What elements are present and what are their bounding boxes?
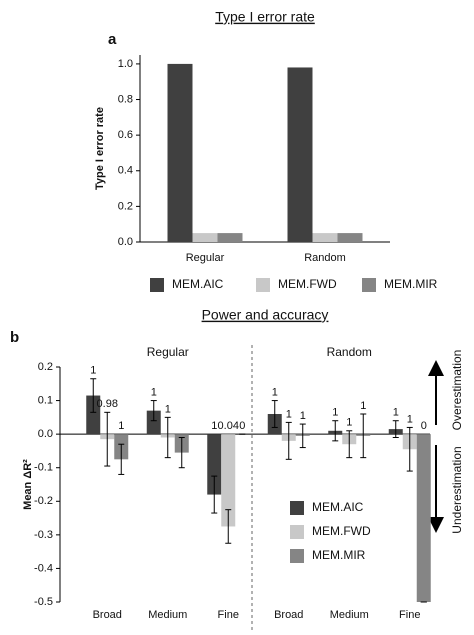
error-bar	[211, 475, 218, 514]
power-label: 1	[118, 420, 124, 432]
x-tick-label: Broad	[274, 609, 303, 621]
annotation: Overestimation	[450, 350, 464, 431]
power-label: 0	[421, 420, 427, 432]
x-tick-label: Medium	[148, 609, 187, 621]
bar	[416, 434, 431, 602]
x-tick-label: Fine	[218, 609, 239, 621]
legend-swatch	[256, 278, 270, 292]
chart-title: Power and accuracy	[202, 307, 329, 323]
y-axis-label: Type I error rate	[94, 107, 106, 190]
error-bar	[346, 430, 353, 459]
x-tick-label: Medium	[330, 609, 369, 621]
bar	[167, 63, 193, 243]
error-bar	[271, 400, 278, 428]
power-label: 1	[165, 403, 171, 415]
x-tick-label: Broad	[93, 609, 122, 621]
legend-swatch	[150, 278, 164, 292]
group-label: Regular	[147, 345, 189, 359]
power-label: 1	[332, 407, 338, 419]
bar	[192, 233, 218, 242]
power-label: 1	[211, 420, 217, 432]
error-bar	[392, 420, 399, 438]
y-axis-label: Mean ΔR²	[22, 459, 34, 510]
panel-label: a	[108, 31, 117, 48]
error-bar	[285, 421, 292, 460]
legend-swatch	[362, 278, 376, 292]
power-label: 1	[346, 417, 352, 429]
power-label: 1	[393, 407, 399, 419]
bar	[146, 410, 161, 435]
x-tick-label: Random	[304, 252, 346, 264]
x-tick-label: Regular	[186, 252, 225, 264]
error-bar	[178, 437, 185, 469]
annotation: Underestimation	[450, 446, 464, 533]
error-bar	[299, 423, 306, 449]
legend-label: MEM.FWD	[312, 524, 371, 538]
y-tick-label: 0.4	[118, 165, 133, 177]
bar	[217, 233, 243, 242]
power-label: 0.98	[97, 398, 118, 410]
y-tick-label: -0.4	[34, 562, 53, 574]
legend-label: MEM.MIR	[384, 277, 438, 291]
error-bar	[406, 426, 413, 472]
y-tick-label: -0.1	[34, 462, 53, 474]
power-label: 1	[300, 410, 306, 422]
error-bar	[360, 413, 367, 459]
legend-swatch	[290, 501, 304, 515]
bar	[312, 233, 338, 242]
power-label: 0.04	[218, 420, 239, 432]
y-tick-label: -0.5	[34, 596, 53, 608]
y-tick-label: 0.0	[38, 428, 53, 440]
y-tick-label: -0.3	[34, 529, 53, 541]
error-bar	[332, 420, 339, 442]
bar	[86, 395, 101, 435]
bar	[287, 67, 313, 242]
y-tick-label: -0.2	[34, 495, 53, 507]
error-bar	[164, 416, 171, 459]
y-tick-label: 0.0	[118, 236, 133, 248]
chart-title: Type I error rate	[215, 9, 315, 25]
panel-label: b	[10, 329, 19, 346]
y-tick-label: 0.2	[118, 200, 133, 212]
legend-swatch	[290, 549, 304, 563]
power-label: 1	[360, 400, 366, 412]
error-bar	[90, 378, 97, 413]
power-label: 1	[272, 386, 278, 398]
legend-swatch	[290, 525, 304, 539]
x-tick-label: Fine	[399, 609, 420, 621]
power-label: 1	[286, 408, 292, 420]
legend-label: MEM.AIC	[172, 277, 224, 291]
y-tick-label: 0.6	[118, 129, 133, 141]
y-tick-label: 1.0	[118, 58, 133, 70]
error-bar	[225, 509, 232, 544]
y-tick-label: 0.1	[38, 394, 53, 406]
power-label: 1	[407, 413, 413, 425]
legend-label: MEM.MIR	[312, 548, 366, 562]
power-label: 0	[239, 420, 245, 432]
legend-label: MEM.AIC	[312, 500, 364, 514]
power-label: 1	[151, 386, 157, 398]
error-bar	[104, 411, 111, 467]
bar	[207, 434, 222, 495]
bar	[337, 233, 363, 242]
y-tick-label: 0.8	[118, 93, 133, 105]
group-label: Random	[327, 345, 372, 359]
bar	[221, 434, 236, 527]
power-label: 1	[90, 365, 96, 377]
error-bar	[150, 400, 157, 422]
legend-label: MEM.FWD	[278, 277, 337, 291]
error-bar	[118, 443, 125, 475]
y-tick-label: 0.2	[38, 361, 53, 373]
